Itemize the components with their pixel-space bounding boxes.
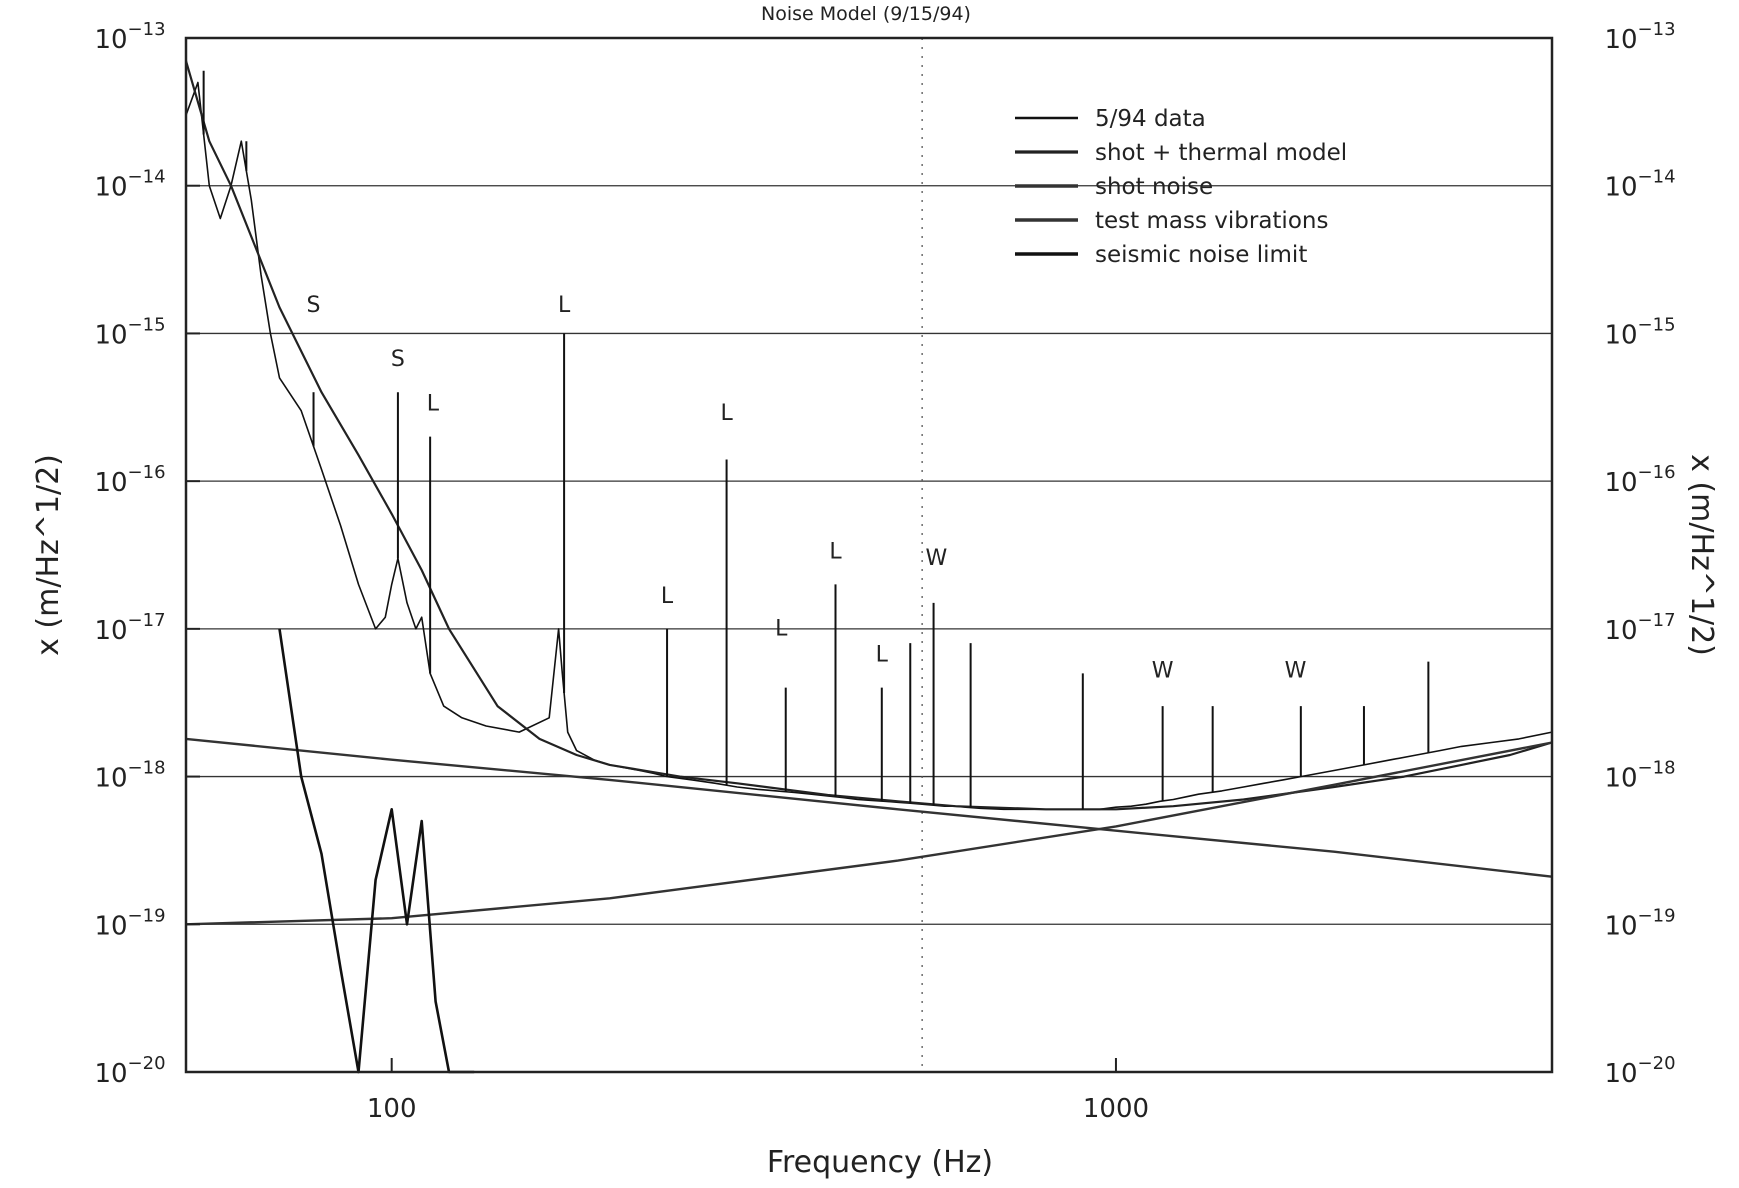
peak-annotation: L (427, 392, 440, 417)
chart-title: Noise Model (9/15/94) (761, 3, 971, 25)
legend-label: shot noise (1095, 174, 1213, 200)
x-tick-label: 1000 (1083, 1094, 1149, 1124)
peak-annotation: W (925, 546, 947, 571)
x-tick-label: 100 (367, 1094, 417, 1124)
peak-annotation: L (720, 401, 733, 426)
legend-label: test mass vibrations (1095, 208, 1328, 234)
legend-label: 5/94 data (1095, 106, 1206, 132)
peak-annotation: S (391, 347, 405, 372)
x-axis-title: Frequency (Hz) (767, 1145, 993, 1180)
peak-annotation: L (558, 293, 571, 318)
peak-annotation: L (829, 539, 842, 564)
peak-annotation: L (661, 584, 674, 609)
legend-label: shot + thermal model (1095, 140, 1347, 166)
y-axis-title-right: x (m/Hz^1/2) (1684, 454, 1719, 656)
peak-annotation: W (1285, 658, 1307, 683)
peak-annotation: L (876, 643, 889, 668)
y-axis-title-left: x (m/Hz^1/2) (31, 454, 66, 656)
peak-annotation: L (775, 617, 788, 642)
legend-label: seismic noise limit (1095, 242, 1307, 268)
peak-annotation: W (1152, 658, 1174, 683)
peak-annotation: S (307, 293, 321, 318)
